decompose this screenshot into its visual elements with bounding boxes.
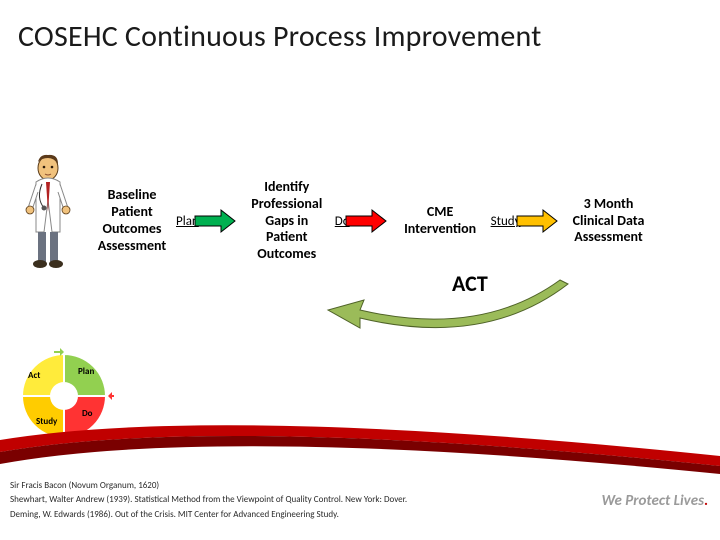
tagline: We Protect Lives. — [601, 492, 708, 510]
flow-arrow-study: Study — [493, 208, 559, 234]
flow-box-line: Assessment — [98, 237, 167, 254]
page-title: COSEHC Continuous Process Improvement — [0, 0, 720, 55]
flow-box-line: Gaps in — [265, 212, 308, 229]
flow-box-identify-gaps: Identify Professional Gaps in Patient Ou… — [237, 177, 337, 265]
flow-box-line: Professional — [251, 195, 322, 212]
process-flow: Baseline Patient Outcomes Assessment Pla… — [18, 170, 710, 272]
pdsa-label-act: Act — [28, 370, 40, 381]
flow-box-3month: 3 Month Clinical Data Assessment — [559, 194, 659, 248]
flow-box-cme: CME Intervention — [388, 202, 493, 240]
flow-box-line: Baseline — [108, 186, 157, 203]
flow-arrow-plan: Plan — [178, 208, 237, 234]
flow-box-baseline: Baseline Patient Outcomes Assessment — [86, 185, 178, 256]
flow-box-line: Outcomes — [257, 245, 316, 262]
flow-box-line: 3 Month — [584, 195, 634, 212]
flow-box-line: Clinical Data — [573, 212, 645, 229]
arrow-icon — [193, 208, 237, 234]
flow-box-line: Intervention — [404, 220, 476, 237]
flow-box-line: Outcomes — [103, 220, 162, 237]
flow-box-line: Patient — [266, 228, 307, 245]
arrow-icon — [344, 208, 388, 234]
act-label: ACT — [448, 270, 492, 297]
pdsa-label-plan: Plan — [78, 366, 94, 377]
flow-box-line: Identify — [264, 178, 309, 195]
flow-arrow-do: Do — [337, 208, 388, 234]
doctor-illustration — [18, 152, 78, 272]
flow-box-line: Assessment — [574, 228, 643, 245]
flow-box-line: CME — [427, 203, 453, 220]
flow-box-line: Patient — [111, 203, 152, 220]
arrow-icon — [515, 208, 559, 234]
